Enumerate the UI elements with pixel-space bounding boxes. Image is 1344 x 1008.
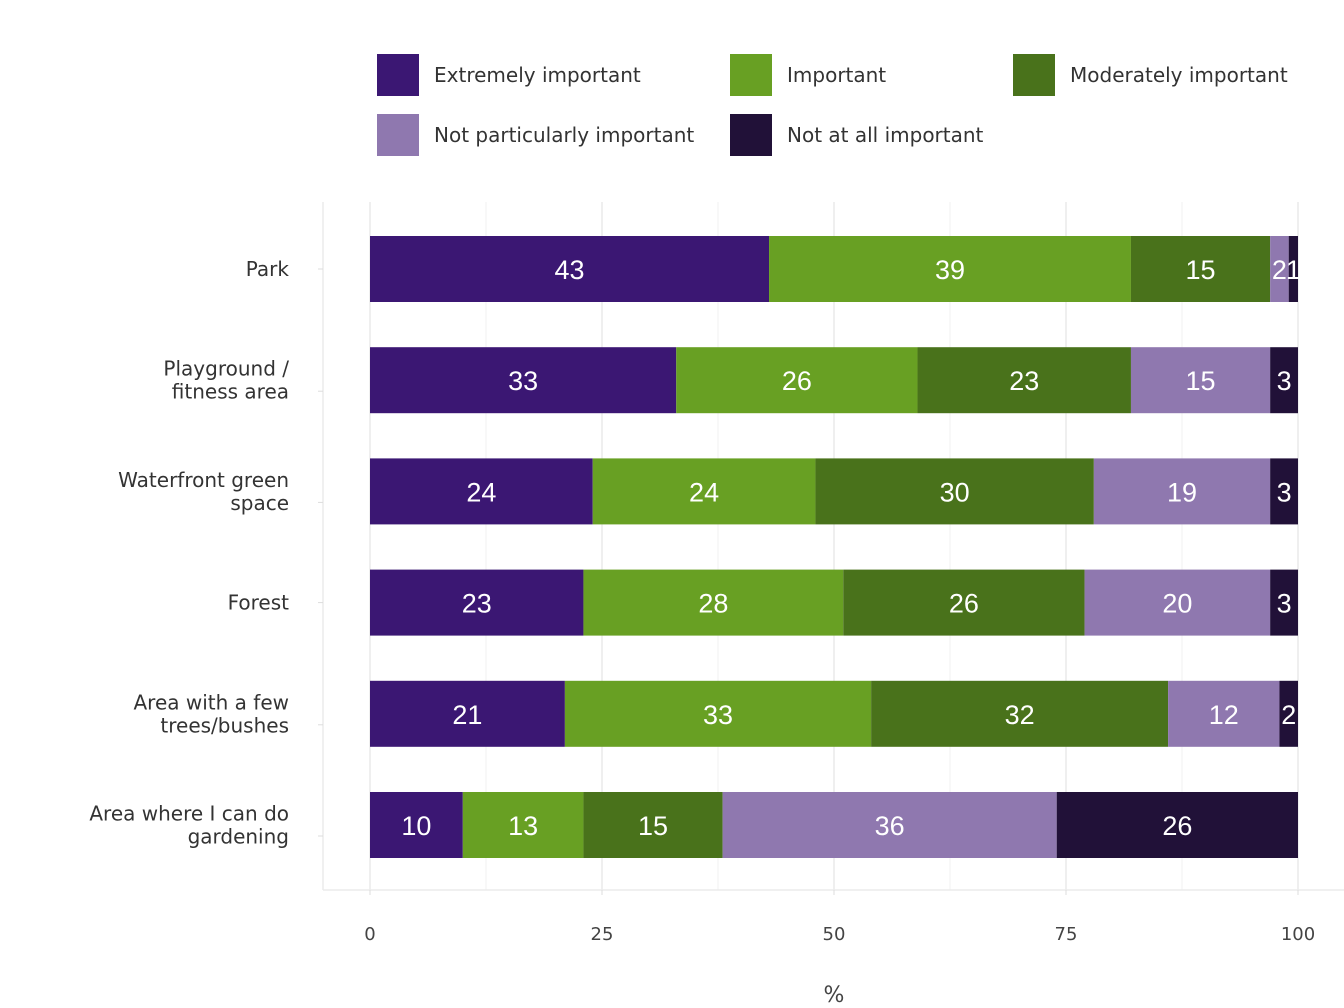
bar-segment [564, 680, 872, 747]
bar-segment [370, 458, 593, 525]
bar-value-label: 3 [1277, 477, 1292, 507]
y-category-label: Park [246, 257, 290, 281]
bar-value-label: 26 [782, 366, 812, 396]
legend-item: Important [730, 54, 886, 96]
bar-segment [676, 347, 918, 414]
bar-segment [1270, 347, 1298, 414]
legend-label: Moderately important [1070, 63, 1288, 87]
bar-value-label: 3 [1277, 366, 1292, 396]
bar-segment [592, 458, 816, 525]
bar-segment [1130, 236, 1271, 302]
bar-segment [1093, 458, 1271, 525]
bar-value-label: 23 [462, 589, 492, 619]
bar-value-label: 28 [698, 589, 728, 619]
legend-item: Not at all important [730, 114, 983, 156]
bar-value-label: 39 [935, 255, 965, 285]
bar-value-label: 21 [452, 700, 482, 730]
legend-label: Extremely important [434, 63, 641, 87]
y-category-label: gardening [188, 825, 289, 849]
bar-value-label: 36 [875, 811, 905, 841]
bar-segment [871, 680, 1169, 747]
bar-segment [769, 236, 1131, 302]
legend-label: Important [787, 63, 887, 87]
legend-swatch [730, 114, 772, 156]
bar-value-label: 2 [1281, 700, 1296, 730]
bar-value-label: 12 [1209, 700, 1239, 730]
bar-value-label: 32 [1005, 700, 1035, 730]
bar-segment [1084, 569, 1271, 636]
x-tick-label: 50 [823, 924, 846, 945]
bar-segment [815, 458, 1094, 525]
y-category-label: Forest [228, 591, 290, 615]
legend-item: Extremely important [377, 54, 641, 96]
bar-value-label: 20 [1162, 589, 1192, 619]
bar-value-label: 26 [949, 589, 979, 619]
bar-value-label: 1 [1286, 255, 1301, 285]
bar-value-label: 33 [508, 366, 538, 396]
bar-segment [370, 347, 677, 414]
x-tick-label: 100 [1281, 924, 1315, 945]
x-tick-label: 0 [364, 924, 375, 945]
bar-value-label: 19 [1167, 477, 1197, 507]
bar-segment [1056, 792, 1298, 858]
bar-value-label: 33 [703, 700, 733, 730]
bar-value-label: 43 [554, 255, 584, 285]
bar-value-label: 2 [1272, 255, 1287, 285]
bar-value-label: 24 [466, 477, 496, 507]
bar-segment [1288, 236, 1298, 302]
bar-segment [370, 792, 463, 858]
y-category-label: Waterfront green [118, 468, 289, 492]
bar-value-label: 13 [508, 811, 538, 841]
y-category-label: fitness area [172, 380, 289, 404]
bar-segment [583, 569, 844, 636]
legend-item: Not particularly important [377, 114, 694, 156]
bar-value-label: 24 [689, 477, 719, 507]
legend-label: Not at all important [787, 123, 984, 147]
legend-item: Moderately important [1013, 54, 1288, 96]
bar-segment [462, 792, 584, 858]
bars [370, 236, 1298, 858]
legend-swatch [377, 114, 419, 156]
bar-value-label: 15 [1186, 366, 1216, 396]
bar-segment [1270, 236, 1289, 302]
bar-segment [722, 792, 1057, 858]
y-category-label: Area where I can do [89, 802, 289, 826]
y-axis-labels: Park Playground /fitness area Waterfront g… [89, 257, 323, 849]
legend-swatch [1013, 54, 1055, 96]
bar-value-label: 3 [1277, 589, 1292, 619]
x-tick-label: 75 [1055, 924, 1078, 945]
bar-value-label: 26 [1162, 811, 1192, 841]
bar-segment [1279, 680, 1298, 747]
y-category-label: space [230, 491, 289, 515]
bar-value-label: 15 [638, 811, 668, 841]
y-category-label: Playground / [163, 357, 289, 381]
bar-segment [370, 236, 770, 302]
bar-segment [1270, 458, 1298, 525]
legend-swatch [730, 54, 772, 96]
y-category-label: trees/bushes [160, 713, 289, 737]
legend-label: Not particularly important [434, 123, 695, 147]
y-category-label: Area with a few [134, 690, 290, 714]
bar-segment [370, 680, 565, 747]
bar-value-label: 15 [1186, 255, 1216, 285]
bar-value-label: 10 [401, 811, 431, 841]
bar-segment [1270, 569, 1298, 636]
bar-segment [583, 792, 723, 858]
bar-segment [1168, 680, 1280, 747]
x-axis-title: % [824, 983, 845, 1008]
bar-segment [917, 347, 1131, 414]
x-axis-ticks: 0 25 50 75 100 [364, 890, 1315, 945]
bar-value-label: 23 [1009, 366, 1039, 396]
x-tick-label: 25 [591, 924, 614, 945]
bar-value-label: 30 [940, 477, 970, 507]
gridlines [369, 202, 1299, 890]
bar-segment [843, 569, 1085, 636]
bar-segment [1130, 347, 1271, 414]
bar-segment [370, 569, 584, 636]
legend-swatch [377, 54, 419, 96]
